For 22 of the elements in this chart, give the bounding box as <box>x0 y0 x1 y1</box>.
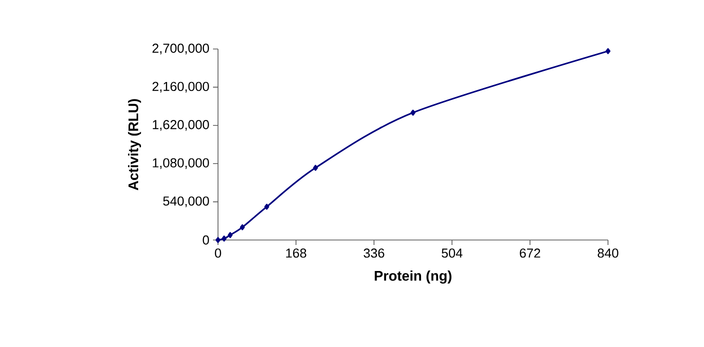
y-axis-title: Activity (RLU) <box>128 99 142 190</box>
y-tick-label: 540,000 <box>163 196 209 208</box>
point <box>410 110 416 116</box>
y-tick-label: 2,700,000 <box>152 44 209 54</box>
point <box>228 232 233 238</box>
x-tick-label: 840 <box>598 248 618 258</box>
point <box>216 237 220 243</box>
y-tick-label: 1,620,000 <box>152 120 209 131</box>
y-tick-label: 2,160,000 <box>152 82 209 93</box>
x-tick-label: 0 <box>214 248 222 258</box>
point <box>264 204 270 210</box>
y-tick-label: 1,080,000 <box>152 158 209 169</box>
x-tick-label: 504 <box>442 248 462 258</box>
x-axis-title: Protein (ng) <box>374 270 452 284</box>
point <box>240 224 245 230</box>
x-tick-label: 168 <box>286 248 306 258</box>
point <box>313 164 318 171</box>
x-tick-label: 672 <box>520 248 540 258</box>
point <box>222 236 227 242</box>
point <box>606 48 610 54</box>
y-tick-label: 0 <box>202 235 209 245</box>
x-tick-label: 336 <box>364 248 384 258</box>
